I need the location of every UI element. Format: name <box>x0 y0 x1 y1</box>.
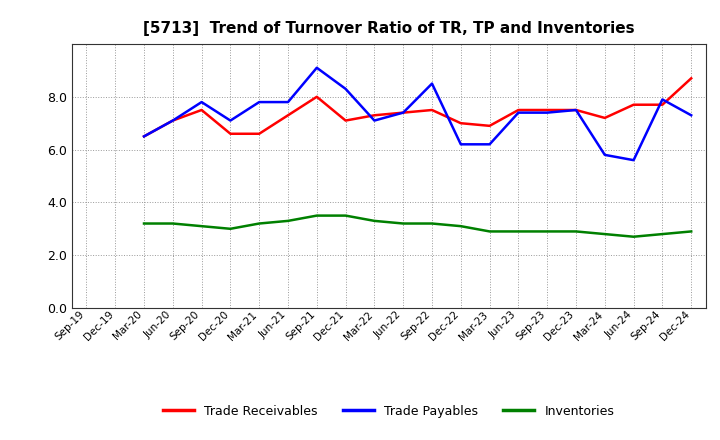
Inventories <box>600 231 609 237</box>
Trade Receivables <box>370 113 379 118</box>
Trade Receivables <box>226 131 235 136</box>
Trade Receivables <box>140 134 148 139</box>
Inventories <box>572 229 580 234</box>
Inventories <box>629 234 638 239</box>
Inventories <box>284 218 292 224</box>
Trade Payables <box>514 110 523 115</box>
Trade Receivables <box>284 113 292 118</box>
Inventories <box>197 224 206 229</box>
Trade Receivables <box>255 131 264 136</box>
Inventories <box>226 226 235 231</box>
Trade Receivables <box>485 123 494 128</box>
Trade Payables <box>600 152 609 158</box>
Trade Payables <box>197 99 206 105</box>
Trade Payables <box>629 158 638 163</box>
Inventories <box>485 229 494 234</box>
Trade Receivables <box>687 76 696 81</box>
Line: Inventories: Inventories <box>144 216 691 237</box>
Trade Payables <box>370 118 379 123</box>
Trade Receivables <box>600 115 609 121</box>
Line: Trade Receivables: Trade Receivables <box>144 78 691 136</box>
Inventories <box>168 221 177 226</box>
Trade Payables <box>658 97 667 102</box>
Trade Payables <box>572 107 580 113</box>
Trade Receivables <box>572 107 580 113</box>
Trade Payables <box>341 86 350 92</box>
Inventories <box>140 221 148 226</box>
Trade Payables <box>428 81 436 86</box>
Trade Payables <box>226 118 235 123</box>
Trade Receivables <box>197 107 206 113</box>
Trade Payables <box>456 142 465 147</box>
Trade Payables <box>485 142 494 147</box>
Title: [5713]  Trend of Turnover Ratio of TR, TP and Inventories: [5713] Trend of Turnover Ratio of TR, TP… <box>143 21 634 36</box>
Inventories <box>687 229 696 234</box>
Inventories <box>341 213 350 218</box>
Trade Receivables <box>312 94 321 99</box>
Trade Payables <box>168 118 177 123</box>
Trade Payables <box>140 134 148 139</box>
Inventories <box>658 231 667 237</box>
Inventories <box>514 229 523 234</box>
Trade Receivables <box>341 118 350 123</box>
Inventories <box>370 218 379 224</box>
Trade Payables <box>543 110 552 115</box>
Trade Receivables <box>629 102 638 107</box>
Inventories <box>428 221 436 226</box>
Trade Payables <box>687 113 696 118</box>
Trade Receivables <box>428 107 436 113</box>
Inventories <box>255 221 264 226</box>
Trade Receivables <box>399 110 408 115</box>
Trade Receivables <box>514 107 523 113</box>
Trade Receivables <box>543 107 552 113</box>
Inventories <box>399 221 408 226</box>
Inventories <box>456 224 465 229</box>
Legend: Trade Receivables, Trade Payables, Inventories: Trade Receivables, Trade Payables, Inven… <box>157 399 621 424</box>
Trade Payables <box>399 110 408 115</box>
Inventories <box>312 213 321 218</box>
Trade Payables <box>312 65 321 70</box>
Trade Receivables <box>658 102 667 107</box>
Inventories <box>543 229 552 234</box>
Trade Payables <box>255 99 264 105</box>
Trade Receivables <box>456 121 465 126</box>
Trade Receivables <box>168 118 177 123</box>
Trade Payables <box>284 99 292 105</box>
Line: Trade Payables: Trade Payables <box>144 68 691 160</box>
